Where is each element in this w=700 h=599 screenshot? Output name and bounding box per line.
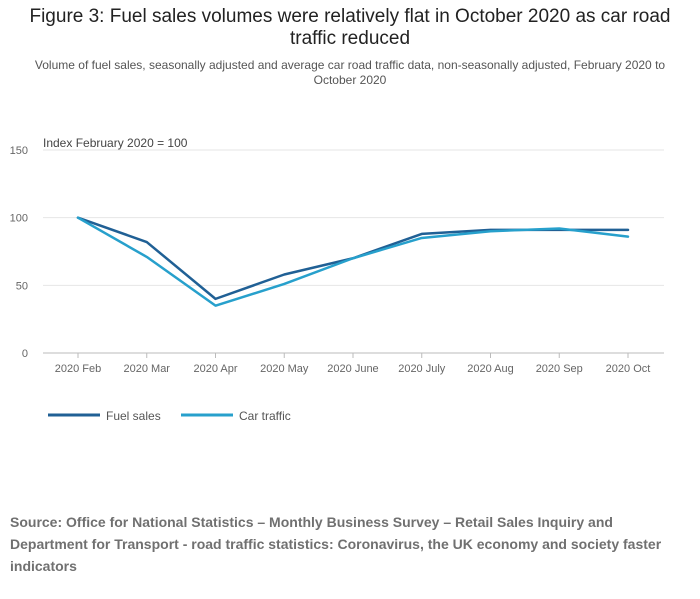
y-axis-ticks: 0 50 100 150 [10,145,28,360]
y-tick-label: 100 [10,213,28,225]
chart-title-line-2: traffic reduced [289,28,411,49]
x-tick-label: 2020 July [398,363,446,375]
y-tick-label: 150 [10,145,28,157]
x-tick-label: 2020 Feb [55,363,101,375]
chart-title: Figure 3: Fuel sales volumes were relati… [0,6,700,50]
y-tick-label: 0 [22,348,28,360]
series-line-car-traffic [76,216,630,307]
gridlines [43,149,664,286]
x-tick-label: 2020 Sep [536,363,583,375]
chart-title-line-1: Figure 3: Fuel sales volumes were relati… [29,6,671,27]
x-tick-label: 2020 June [327,363,378,375]
x-tick-label: 2020 Mar [124,363,171,375]
x-tick-label: 2020 Apr [193,363,237,375]
legend: Fuel sales Car traffic [48,409,291,423]
chart-subtitle: Volume of fuel sales, seasonally adjuste… [34,58,666,87]
source-note: Source: Office for National Statistics –… [10,514,662,574]
x-tick-label: 2020 May [260,363,309,375]
x-tick-label: 2020 Oct [606,363,651,375]
legend-label: Car traffic [239,409,291,423]
y-tick-label: 50 [16,280,28,292]
series-lines [76,216,630,307]
legend-label: Fuel sales [106,409,161,423]
y-axis-label: Index February 2020 = 100 [43,136,188,150]
x-axis-ticks: 2020 Feb 2020 Mar 2020 Apr 2020 May 2020 Jun… [55,353,651,375]
x-tick-label: 2020 Aug [467,363,514,375]
